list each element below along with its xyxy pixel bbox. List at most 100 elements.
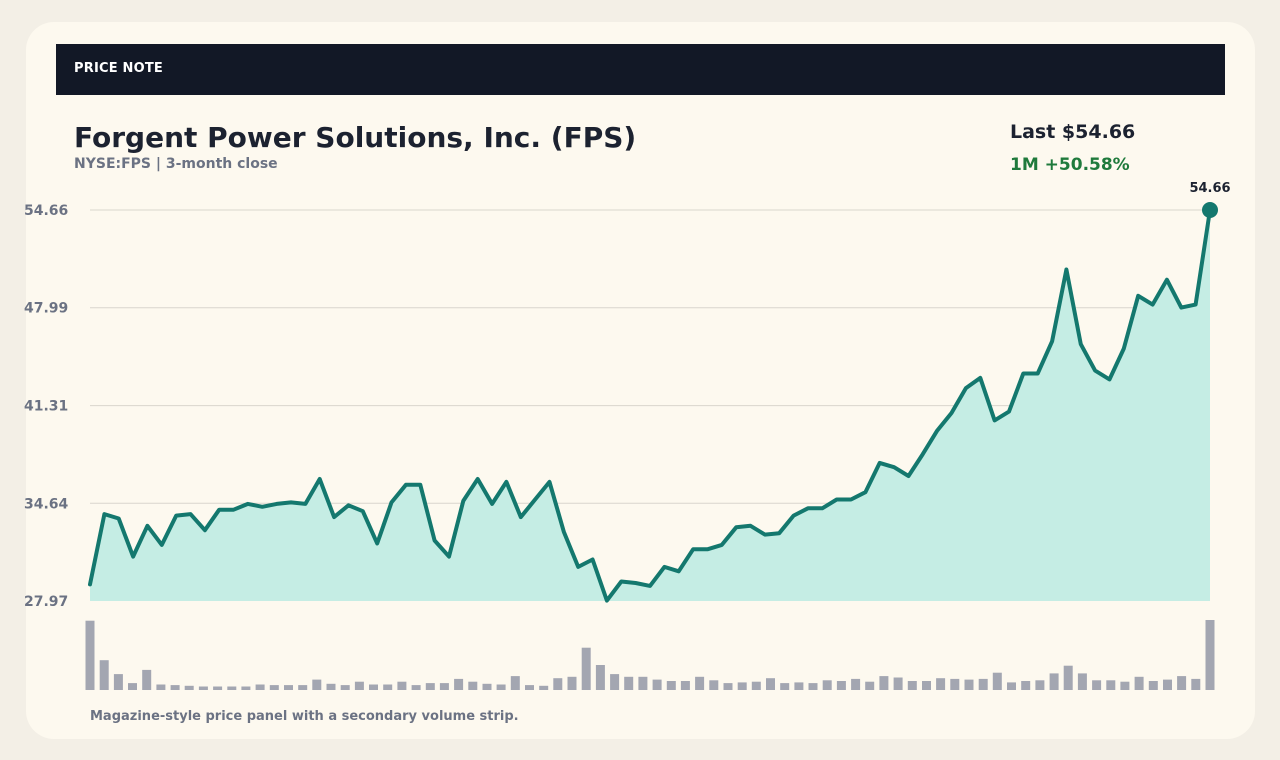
volume-bar	[1077, 673, 1087, 690]
volume-bar	[907, 681, 917, 690]
price-line-group	[88, 208, 1212, 603]
volume-bar	[992, 672, 1002, 690]
volume-bar	[170, 685, 180, 690]
volume-bar	[1021, 681, 1031, 690]
volume-bar	[1106, 680, 1116, 690]
volume-bar	[85, 620, 95, 690]
volume-bar	[836, 681, 846, 690]
footnote: Magazine-style price panel with a second…	[90, 709, 519, 724]
volume-bar	[369, 684, 378, 690]
volume-bar	[680, 681, 690, 690]
volume-bar	[496, 684, 506, 690]
volume-bar	[468, 681, 478, 690]
end-value-label: 54.66	[1189, 181, 1230, 196]
price-area	[90, 210, 1210, 601]
volume-bar	[454, 678, 464, 690]
volume-bar	[610, 674, 620, 690]
volume-bar	[652, 679, 662, 690]
volume-bar	[213, 686, 223, 690]
volume-bar	[936, 678, 946, 690]
volume-bar	[624, 676, 634, 690]
volume-bar	[766, 678, 775, 690]
banner-label: PRICE NOTE	[74, 61, 164, 76]
volume-bar	[227, 686, 237, 690]
volume-bar	[553, 678, 563, 690]
volume-bar	[1092, 680, 1102, 690]
volume-bar	[1063, 665, 1073, 690]
y-tick-label: 47.99	[24, 301, 68, 317]
volume-bar	[1148, 681, 1158, 690]
volume-bar	[184, 685, 194, 690]
volume-bar	[439, 683, 449, 690]
header-banner: PRICE NOTE	[56, 44, 1225, 95]
volume-bar	[482, 683, 492, 690]
volume-bar	[510, 676, 520, 690]
volume-bar	[808, 683, 818, 690]
volume-bar	[425, 683, 435, 690]
volume-bar	[1120, 681, 1130, 690]
price-line	[88, 208, 1212, 603]
last-price: Last $54.66	[1010, 121, 1136, 143]
chart-title: Forgent Power Solutions, Inc. (FPS)	[74, 121, 637, 154]
volume-bar	[411, 685, 421, 690]
y-tick-label: 34.64	[24, 496, 69, 512]
volume-bar	[269, 685, 279, 690]
volume-bar	[99, 660, 109, 690]
volume-bar	[638, 676, 648, 690]
volume-bar	[567, 676, 577, 690]
volume-bar	[1177, 676, 1187, 690]
volume-bar	[595, 665, 605, 690]
price-area-fill	[90, 210, 1210, 601]
volume-bar	[822, 680, 832, 690]
volume-bar	[695, 676, 705, 690]
volume-bar	[156, 684, 166, 690]
volume-bar	[142, 669, 152, 690]
volume-bar	[525, 685, 534, 690]
volume-bar	[383, 684, 393, 690]
volume-bar	[1191, 678, 1201, 690]
end-marker	[1202, 202, 1218, 218]
volume-bar	[284, 685, 293, 690]
chart-subtitle: NYSE:FPS | 3-month close	[74, 156, 278, 172]
volume-bar	[1134, 676, 1144, 690]
volume-bar	[539, 685, 549, 690]
volume-bar	[312, 679, 322, 690]
volume-bar	[354, 681, 364, 690]
volume-bar	[865, 681, 875, 690]
volume-bar	[1049, 673, 1059, 690]
volume-bar	[1035, 680, 1045, 690]
volume-bar	[298, 685, 308, 690]
volume-strip	[85, 620, 1215, 690]
volume-bar	[326, 683, 336, 690]
volume-bar	[666, 681, 676, 690]
volume-bar	[340, 685, 350, 690]
y-axis-ticks: 54.66 47.99 41.31 34.64 27.97	[24, 203, 69, 610]
volume-bar	[964, 679, 974, 690]
volume-bar	[723, 683, 733, 690]
y-tick-label: 54.66	[24, 203, 68, 219]
volume-bar	[851, 678, 861, 690]
volume-bar	[1205, 620, 1215, 690]
volume-bar	[113, 674, 123, 690]
volume-bar	[241, 686, 251, 690]
end-marker-group: 54.66	[1189, 181, 1231, 218]
volume-bar	[198, 686, 208, 690]
y-tick-label: 41.31	[24, 399, 68, 415]
volume-bar	[1163, 679, 1172, 690]
volume-bar	[255, 684, 265, 690]
volume-bar	[737, 682, 747, 690]
y-tick-label: 27.97	[24, 594, 68, 610]
volume-bar	[950, 678, 960, 690]
volume-bar	[794, 682, 804, 690]
volume-bar	[581, 647, 591, 690]
volume-bar	[128, 683, 137, 690]
volume-bar	[709, 680, 719, 690]
volume-bar	[780, 683, 790, 690]
volume-bar	[397, 681, 407, 690]
change-badge: 1M +50.58%	[1010, 155, 1130, 175]
volume-bar	[879, 676, 889, 690]
volume-bar	[978, 678, 988, 690]
volume-bar	[751, 681, 761, 690]
volume-bar	[893, 677, 903, 690]
